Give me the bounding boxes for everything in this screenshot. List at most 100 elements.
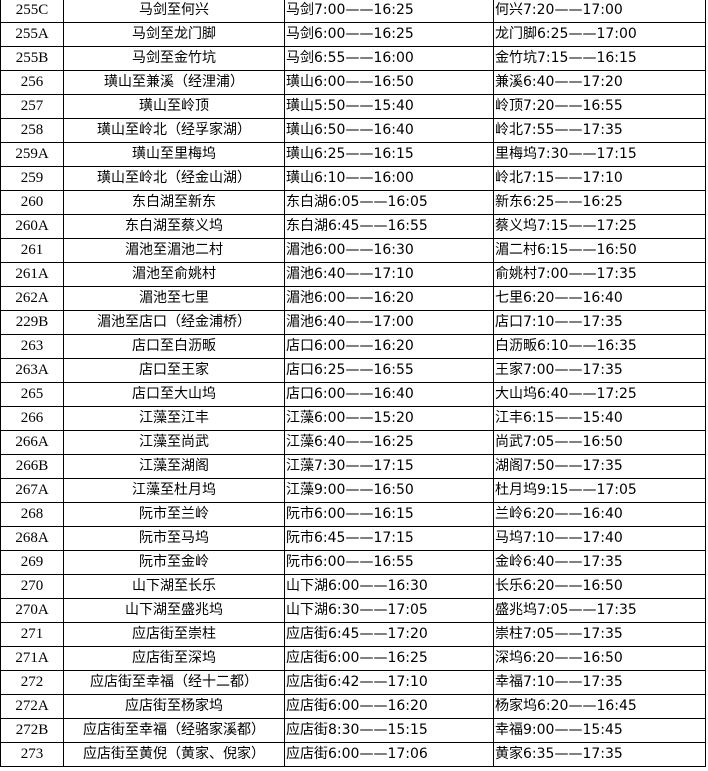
outbound-times-cell: 湄池6:00——16:30 bbox=[284, 238, 494, 263]
table-row: 255B 马剑至金竹坑 马剑6:55——16:00 金竹坑7:15——16:15 bbox=[0, 46, 706, 71]
route-number-cell: 270 bbox=[0, 574, 64, 599]
route-number-cell: 271 bbox=[0, 622, 64, 647]
return-times-cell: 崇柱7:05——17:35 bbox=[493, 622, 706, 647]
outbound-times-cell: 应店街6:45——17:20 bbox=[284, 622, 494, 647]
route-name-cell: 马剑至龙门脚 bbox=[63, 22, 285, 47]
return-times-cell: 大山坞6:40——17:25 bbox=[493, 382, 706, 407]
return-times-cell: 岭北7:15——17:10 bbox=[493, 166, 706, 191]
table-row: 266 江藻至江丰 江藻6:00——15:20 江丰6:15——15:40 bbox=[0, 406, 706, 431]
return-times-cell: 金岭6:40——17:35 bbox=[493, 550, 706, 575]
route-number-cell: 272A bbox=[0, 694, 64, 719]
route-number-cell: 266B bbox=[0, 454, 64, 479]
route-number-cell: 263A bbox=[0, 358, 64, 383]
route-number-cell: 257 bbox=[0, 94, 64, 119]
route-name-cell: 璜山至岭北（经金山湖） bbox=[63, 166, 285, 191]
outbound-times-cell: 店口6:25——16:55 bbox=[284, 358, 494, 383]
route-name-cell: 阮市至马坞 bbox=[63, 526, 285, 551]
outbound-times-cell: 阮市6:00——16:15 bbox=[284, 502, 494, 527]
route-number-cell: 269 bbox=[0, 550, 64, 575]
route-name-cell: 璜山至里梅坞 bbox=[63, 142, 285, 167]
return-times-cell: 江丰6:15——15:40 bbox=[493, 406, 706, 431]
outbound-times-cell: 江藻6:00——15:20 bbox=[284, 406, 494, 431]
table-row: 271A 应店街至深坞 应店街6:00——16:25 深坞6:20——16:50 bbox=[0, 646, 706, 671]
outbound-times-cell: 应店街6:00——16:25 bbox=[284, 646, 494, 671]
route-name-cell: 应店街至黄倪（黄家、倪家） bbox=[63, 742, 285, 767]
route-number-cell: 272 bbox=[0, 670, 64, 695]
route-name-cell: 马剑至何兴 bbox=[63, 0, 285, 23]
route-number-cell: 268A bbox=[0, 526, 64, 551]
route-name-cell: 应店街至杨家坞 bbox=[63, 694, 285, 719]
return-times-cell: 七里6:20——16:40 bbox=[493, 286, 706, 311]
table-row: 255C 马剑至何兴 马剑7:00——16:25 何兴7:20——17:00 bbox=[0, 0, 706, 23]
table-row: 261 湄池至湄池二村 湄池6:00——16:30 湄二村6:15——16:50 bbox=[0, 238, 706, 263]
table-row: 272A 应店街至杨家坞 应店街6:00——16:20 杨家坞6:20——16:45 bbox=[0, 694, 706, 719]
outbound-times-cell: 湄池6:40——17:10 bbox=[284, 262, 494, 287]
table-row: 268A 阮市至马坞 阮市6:45——17:15 马坞7:10——17:40 bbox=[0, 526, 706, 551]
route-name-cell: 江藻至尚武 bbox=[63, 430, 285, 455]
route-number-cell: 259 bbox=[0, 166, 64, 191]
table-row: 270A 山下湖至盛兆坞 山下湖6:30——17:05 盛兆坞7:05——17:35 bbox=[0, 598, 706, 623]
route-number-cell: 266 bbox=[0, 406, 64, 431]
table-row: 269 阮市至金岭 阮市6:00——16:55 金岭6:40——17:35 bbox=[0, 550, 706, 575]
return-times-cell: 兰岭6:20——16:40 bbox=[493, 502, 706, 527]
route-number-cell: 256 bbox=[0, 70, 64, 95]
return-times-cell: 杨家坞6:20——16:45 bbox=[493, 694, 706, 719]
return-times-cell: 马坞7:10——17:40 bbox=[493, 526, 706, 551]
table-row: 270 山下湖至长乐 山下湖6:00——16:30 长乐6:20——16:50 bbox=[0, 574, 706, 599]
outbound-times-cell: 应店街6:00——16:20 bbox=[284, 694, 494, 719]
outbound-times-cell: 湄池6:40——17:00 bbox=[284, 310, 494, 335]
outbound-times-cell: 应店街6:42——17:10 bbox=[284, 670, 494, 695]
route-name-cell: 璜山至岭顶 bbox=[63, 94, 285, 119]
table-row: 256 璜山至兼溪（经浬浦） 璜山6:00——16:50 兼溪6:40——17:20 bbox=[0, 70, 706, 95]
table-row: 267A 江藻至杜月坞 江藻9:00——16:50 杜月坞9:15——17:05 bbox=[0, 478, 706, 503]
route-name-cell: 店口至大山坞 bbox=[63, 382, 285, 407]
table-row: 257 璜山至岭顶 璜山5:50——15:40 岭顶7:20——16:55 bbox=[0, 94, 706, 119]
return-times-cell: 幸福7:10——17:35 bbox=[493, 670, 706, 695]
return-times-cell: 龙门脚6:25——17:00 bbox=[493, 22, 706, 47]
route-name-cell: 湄池至店口（经金浦桥） bbox=[63, 310, 285, 335]
table-row: 255A 马剑至龙门脚 马剑6:00——16:25 龙门脚6:25——17:00 bbox=[0, 22, 706, 47]
return-times-cell: 湄二村6:15——16:50 bbox=[493, 238, 706, 263]
outbound-times-cell: 马剑6:00——16:25 bbox=[284, 22, 494, 47]
return-times-cell: 里梅坞7:30——17:15 bbox=[493, 142, 706, 167]
route-number-cell: 229B bbox=[0, 310, 64, 335]
route-number-cell: 259A bbox=[0, 142, 64, 167]
route-name-cell: 江藻至湖阁 bbox=[63, 454, 285, 479]
outbound-times-cell: 山下湖6:00——16:30 bbox=[284, 574, 494, 599]
route-number-cell: 255C bbox=[0, 0, 64, 23]
route-number-cell: 261A bbox=[0, 262, 64, 287]
table-row: 266A 江藻至尚武 江藻6:40——16:25 尚武7:05——16:50 bbox=[0, 430, 706, 455]
return-times-cell: 黄家6:35——17:35 bbox=[493, 742, 706, 767]
route-name-cell: 璜山至兼溪（经浬浦） bbox=[63, 70, 285, 95]
table-row: 263 店口至白沥畈 店口6:00——16:20 白沥畈6:10——16:35 bbox=[0, 334, 706, 359]
outbound-times-cell: 应店街6:00——17:06 bbox=[284, 742, 494, 767]
route-number-cell: 258 bbox=[0, 118, 64, 143]
route-number-cell: 272B bbox=[0, 718, 64, 743]
table-row: 259 璜山至岭北（经金山湖） 璜山6:10——16:00 岭北7:15——17:10 bbox=[0, 166, 706, 191]
table-row: 260 东白湖至新东 东白湖6:05——16:05 新东6:25——16:25 bbox=[0, 190, 706, 215]
return-times-cell: 杜月坞9:15——17:05 bbox=[493, 478, 706, 503]
return-times-cell: 盛兆坞7:05——17:35 bbox=[493, 598, 706, 623]
route-name-cell: 阮市至金岭 bbox=[63, 550, 285, 575]
return-times-cell: 俞姚村7:00——17:35 bbox=[493, 262, 706, 287]
route-name-cell: 应店街至幸福（经十二都） bbox=[63, 670, 285, 695]
outbound-times-cell: 店口6:00——16:20 bbox=[284, 334, 494, 359]
table-row: 258 璜山至岭北（经孚家湖） 璜山6:50——16:40 岭北7:55——17:35 bbox=[0, 118, 706, 143]
table-row: 262A 湄池至七里 湄池6:00——16:20 七里6:20——16:40 bbox=[0, 286, 706, 311]
route-name-cell: 应店街至幸福（经骆家溪都） bbox=[63, 718, 285, 743]
route-name-cell: 马剑至金竹坑 bbox=[63, 46, 285, 71]
route-name-cell: 店口至白沥畈 bbox=[63, 334, 285, 359]
return-times-cell: 长乐6:20——16:50 bbox=[493, 574, 706, 599]
route-number-cell: 268 bbox=[0, 502, 64, 527]
route-name-cell: 璜山至岭北（经孚家湖） bbox=[63, 118, 285, 143]
return-times-cell: 幸福9:00——15:45 bbox=[493, 718, 706, 743]
return-times-cell: 王家7:00——17:35 bbox=[493, 358, 706, 383]
route-name-cell: 东白湖至新东 bbox=[63, 190, 285, 215]
route-number-cell: 273 bbox=[0, 742, 64, 767]
return-times-cell: 何兴7:20——17:00 bbox=[493, 0, 706, 23]
route-name-cell: 湄池至湄池二村 bbox=[63, 238, 285, 263]
outbound-times-cell: 应店街8:30——15:15 bbox=[284, 718, 494, 743]
return-times-cell: 店口7:10——17:35 bbox=[493, 310, 706, 335]
